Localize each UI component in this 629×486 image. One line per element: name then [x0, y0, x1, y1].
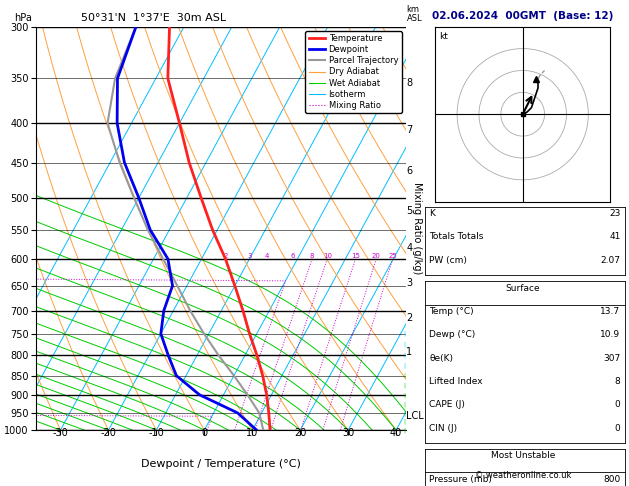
Text: 2: 2	[406, 312, 413, 323]
Text: hPa: hPa	[14, 13, 32, 23]
Text: 0: 0	[615, 400, 620, 409]
Text: 13.7: 13.7	[600, 307, 620, 316]
Text: Totals Totals: Totals Totals	[429, 232, 484, 241]
Text: 10: 10	[246, 429, 259, 438]
Text: Temp (°C): Temp (°C)	[429, 307, 474, 316]
X-axis label: Dewpoint / Temperature (°C): Dewpoint / Temperature (°C)	[141, 459, 301, 469]
Text: km
ASL: km ASL	[406, 5, 422, 23]
Text: 307: 307	[603, 353, 620, 363]
Text: Dewp (°C): Dewp (°C)	[429, 330, 476, 339]
Text: 15: 15	[351, 253, 360, 259]
Text: CIN (J): CIN (J)	[429, 423, 457, 433]
Text: 7: 7	[406, 125, 413, 135]
Text: 02.06.2024  00GMT  (Base: 12): 02.06.2024 00GMT (Base: 12)	[432, 11, 613, 21]
Legend: Temperature, Dewpoint, Parcel Trajectory, Dry Adiabat, Wet Adiabat, Isotherm, Mi: Temperature, Dewpoint, Parcel Trajectory…	[305, 31, 401, 113]
Text: 41: 41	[609, 232, 620, 241]
Text: Pressure (mb): Pressure (mb)	[429, 475, 492, 484]
Text: 5: 5	[406, 206, 413, 216]
Text: 0: 0	[201, 429, 208, 438]
Text: 2.07: 2.07	[601, 256, 620, 264]
Text: 20: 20	[294, 429, 306, 438]
Text: |: |	[403, 353, 405, 358]
Text: 30: 30	[342, 429, 354, 438]
Text: |: |	[403, 392, 405, 398]
Text: |: |	[403, 342, 405, 347]
Text: 1: 1	[406, 347, 413, 357]
Text: 8: 8	[615, 377, 620, 386]
Text: 3: 3	[247, 253, 252, 259]
Text: 800: 800	[603, 475, 620, 484]
Text: Mixing Ratio (g/kg): Mixing Ratio (g/kg)	[412, 182, 422, 275]
Text: |: |	[403, 331, 405, 336]
Text: 4: 4	[265, 253, 270, 259]
Text: 4: 4	[406, 243, 413, 253]
Text: |: |	[403, 427, 405, 433]
Text: 8: 8	[310, 253, 314, 259]
Text: 40: 40	[390, 429, 402, 438]
Text: CAPE (J): CAPE (J)	[429, 400, 465, 409]
Text: |: |	[403, 410, 405, 416]
Text: 6: 6	[291, 253, 296, 259]
Text: LCL: LCL	[406, 412, 424, 421]
Text: kt: kt	[438, 32, 448, 41]
Text: θe(K): θe(K)	[429, 353, 453, 363]
Text: 23: 23	[609, 209, 620, 218]
Text: 10: 10	[323, 253, 331, 259]
Text: 10.9: 10.9	[600, 330, 620, 339]
Text: K: K	[429, 209, 435, 218]
Text: |: |	[403, 401, 405, 407]
Text: 2: 2	[223, 253, 228, 259]
Text: 3: 3	[406, 278, 413, 288]
Text: |: |	[403, 363, 405, 368]
Text: PW (cm): PW (cm)	[429, 256, 467, 264]
Text: Most Unstable: Most Unstable	[491, 451, 555, 461]
Text: 50°31'N  1°37'E  30m ASL: 50°31'N 1°37'E 30m ASL	[81, 13, 226, 23]
Text: © weatheronline.co.uk: © weatheronline.co.uk	[474, 471, 571, 480]
Text: -10: -10	[148, 429, 164, 438]
Text: Lifted Index: Lifted Index	[429, 377, 483, 386]
Text: |: |	[403, 373, 405, 379]
Text: 25: 25	[388, 253, 397, 259]
Text: |: |	[403, 419, 405, 424]
Text: 6: 6	[406, 166, 413, 176]
Text: 8: 8	[406, 78, 413, 88]
Text: Surface: Surface	[505, 283, 540, 293]
Text: -30: -30	[53, 429, 69, 438]
Text: 20: 20	[372, 253, 381, 259]
Text: |: |	[403, 382, 405, 388]
Text: -20: -20	[101, 429, 116, 438]
Text: 0: 0	[615, 423, 620, 433]
